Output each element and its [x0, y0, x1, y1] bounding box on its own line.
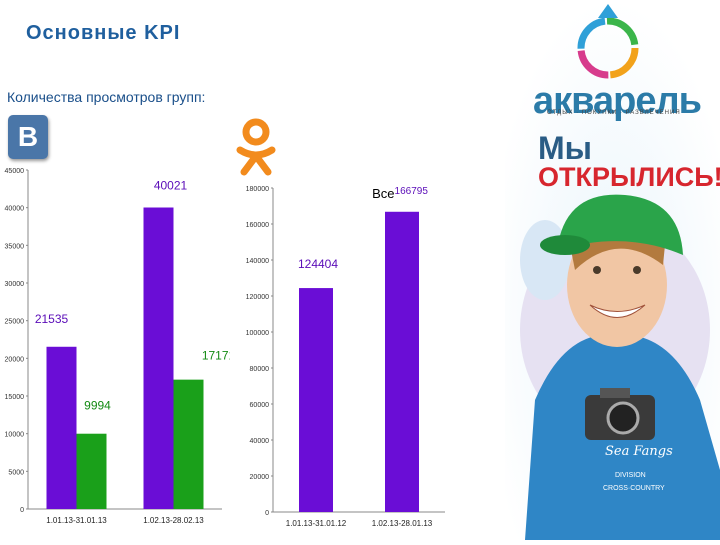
y-tick-label: 160000: [246, 222, 269, 229]
shirt-text: Sea Fangs: [605, 444, 673, 459]
vk-chart-svg: 0 5000 10000 15000 20000 25000 30000 35000 40000…: [5, 168, 236, 525]
data-label: 124404: [298, 257, 338, 271]
y-tick-label: 20000: [5, 356, 25, 363]
y-tick-label: 60000: [250, 402, 270, 409]
y-tick-label: 5000: [8, 469, 24, 476]
data-label: 21535: [35, 312, 69, 326]
y-tick-label: 80000: [250, 366, 270, 373]
shirt-sub2: CROSS·COUNTRY: [603, 485, 665, 492]
slogan-line2: ОТКРЫЛИСЬ!: [538, 162, 720, 192]
bar: [173, 379, 204, 509]
boy-cap: [557, 194, 683, 255]
y-tick-label: 120000: [246, 294, 269, 301]
bar: [385, 211, 419, 513]
odnoklassniki-logo-icon: [236, 118, 276, 176]
slogan-line1: Мы: [538, 130, 592, 166]
promo-art: Sea Fangs DIVISION CROSS·COUNTRY: [505, 0, 720, 540]
promo-banner: Sea Fangs DIVISION CROSS·COUNTRY: [505, 0, 720, 540]
y-tick-label: 35000: [5, 243, 25, 250]
y-tick-label: 10000: [5, 432, 25, 439]
bar: [143, 207, 174, 509]
x-tick-label: 1.02.13-28.01.13: [372, 519, 433, 528]
data-label: 9994: [84, 399, 111, 413]
x-tick-label: 1.01.13-31.01.13: [46, 516, 107, 525]
x-tick-label: 1.02.13-28.02.13: [143, 516, 204, 525]
bar: [299, 288, 333, 512]
x-tick-label: 1.01.13-31.01.12: [286, 519, 347, 528]
bar: [76, 433, 107, 509]
camera-icon: [585, 388, 655, 440]
y-tick-label: 140000: [246, 258, 269, 265]
page-title: Основные KPI: [26, 22, 181, 44]
y-tick-label: 20000: [250, 474, 270, 481]
akvarel-logo-icon: [577, 4, 639, 79]
y-tick-label: 15000: [5, 394, 25, 401]
y-tick-label: 45000: [5, 168, 25, 175]
shirt-sub: DIVISION: [615, 472, 646, 479]
ok-chart-svg: 0 20000 40000 60000 80000 100000 120000 140000 1…: [246, 186, 445, 528]
vk-views-chart: 0 5000 10000 15000 20000 25000 30000 35000 40000…: [0, 160, 236, 530]
y-tick-label: 40000: [250, 438, 270, 445]
data-label: Все166795: [372, 186, 428, 201]
label-prefix: Все: [372, 186, 394, 201]
y-tick-label: 100000: [246, 330, 269, 337]
y-tick-label: 25000: [5, 319, 25, 326]
brand-name: акварель: [533, 80, 702, 122]
y-tick-label: 0: [20, 507, 24, 514]
vk-logo-icon: B: [8, 115, 48, 159]
y-tick-label: 180000: [246, 186, 269, 193]
y-tick-label: 40000: [5, 206, 25, 213]
y-tick-label: 0: [265, 510, 269, 517]
ok-views-chart: 0 20000 40000 60000 80000 100000 120000 140000 1…: [235, 180, 450, 530]
brand-tagline: ОТДЫХ · ПОКУПКИ · РАЗВЛЕЧЕНИЯ: [547, 110, 681, 116]
y-tick-label: 30000: [5, 281, 25, 288]
data-label: 40021: [154, 179, 188, 193]
bar: [46, 346, 77, 509]
page-subtitle: Количества просмотров групп:: [7, 89, 206, 105]
